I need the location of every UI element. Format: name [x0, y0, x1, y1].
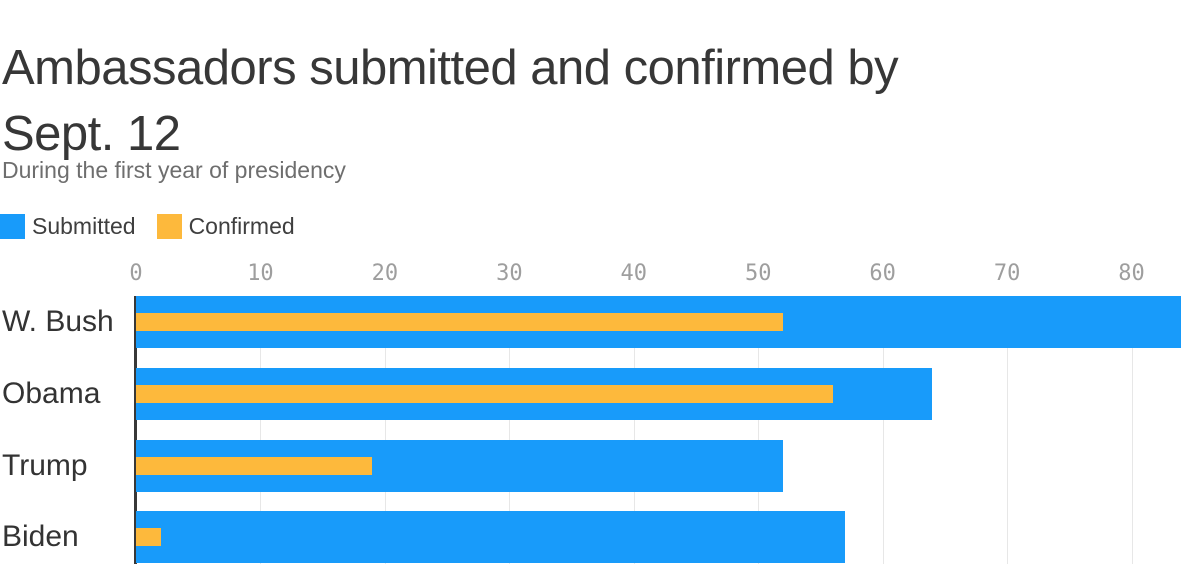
category-label: Obama	[2, 376, 101, 410]
bar-confirmed	[136, 384, 833, 403]
x-tick-label: 30	[496, 261, 523, 286]
gridline	[633, 296, 635, 564]
x-axis: 0 10 20 30 40 50 60 70 80	[0, 261, 1200, 289]
x-tick-label: 50	[744, 261, 772, 286]
gridline	[1007, 296, 1009, 564]
bar-confirmed	[136, 528, 161, 547]
legend: Submitted Confirmed	[0, 213, 295, 240]
y-axis-line	[134, 296, 137, 564]
x-tick-label: 70	[993, 261, 1021, 286]
legend-label-confirmed: Confirmed	[188, 213, 295, 239]
bar-submitted	[136, 511, 846, 564]
category-label: Biden	[2, 520, 79, 554]
gridline	[260, 296, 262, 564]
plot-area	[134, 296, 1200, 564]
legend-item-confirmed: Confirmed	[156, 213, 295, 240]
gridline	[1131, 296, 1133, 564]
bar-confirmed	[136, 456, 373, 475]
legend-swatch-submitted-icon	[0, 214, 25, 239]
x-tick-label: 10	[247, 261, 274, 286]
legend-item-submitted: Submitted	[0, 213, 136, 240]
x-tick-label: 0	[129, 261, 143, 286]
x-tick-label: 80	[1118, 261, 1145, 286]
gridline	[384, 296, 386, 564]
category-label: W. Bush	[2, 305, 114, 338]
chart-title: Ambassadors submitted and confirmed by Se…	[2, 35, 1082, 167]
gridline	[758, 296, 760, 564]
x-tick-label: 40	[620, 261, 648, 286]
chart-title-line1: Ambassadors submitted and confirmed by	[2, 40, 899, 95]
chart-subtitle: During the first year of presidency	[2, 157, 346, 183]
gridline	[509, 296, 511, 564]
x-tick-label: 60	[869, 261, 896, 286]
bar-confirmed	[136, 313, 784, 331]
legend-label-submitted: Submitted	[32, 213, 136, 239]
category-label: Trump	[2, 448, 88, 482]
legend-swatch-confirmed-icon	[156, 214, 182, 239]
gridline	[882, 296, 884, 564]
x-tick-label: 20	[371, 261, 399, 286]
chart-title-line2: Sept. 12	[2, 106, 181, 161]
